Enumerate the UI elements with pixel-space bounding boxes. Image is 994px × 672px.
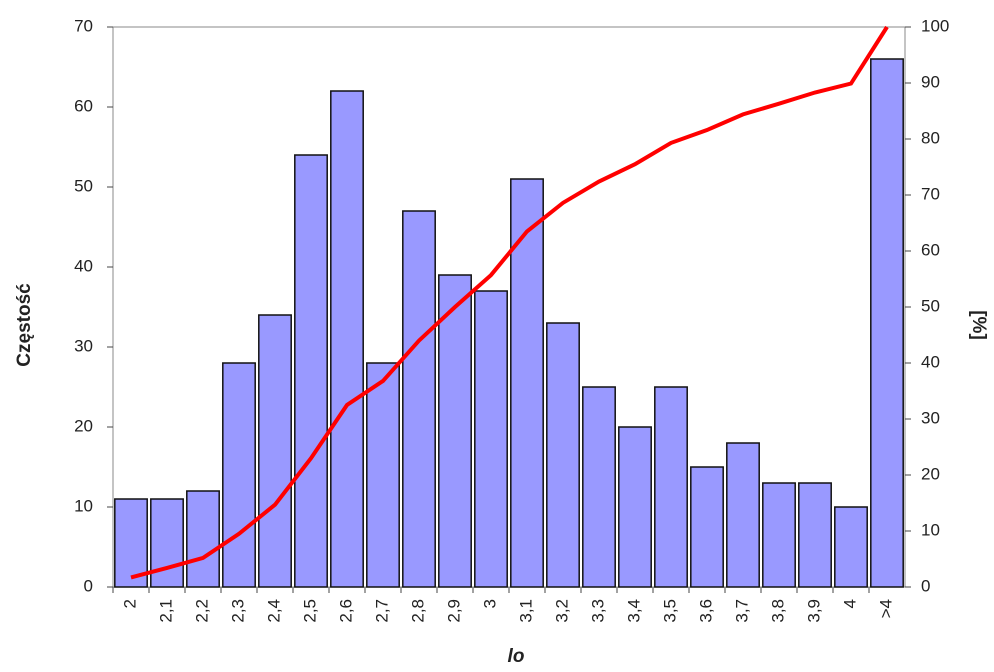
cumulative-line (130, 25, 889, 580)
bar (510, 178, 544, 588)
bar (546, 322, 580, 588)
y2-tick-label: 30 (921, 408, 940, 427)
y2-tick-label: 10 (921, 520, 940, 539)
y-tick-label: 30 (74, 336, 93, 355)
x-tick-label: 2,8 (408, 599, 427, 623)
y2-tick-label: 60 (921, 240, 940, 259)
bar (618, 426, 652, 588)
bar (294, 154, 328, 588)
y2-tick-label: 50 (921, 296, 940, 315)
y2-tick-label: 40 (921, 352, 940, 371)
x-tick-label: 2,1 (156, 599, 175, 623)
bar (654, 386, 688, 588)
y-tick-label: 40 (74, 256, 93, 275)
bar (186, 490, 220, 588)
y2-tick-label: 80 (921, 128, 940, 147)
x-tick-label: 2,6 (336, 599, 355, 623)
y-tick-label: 60 (74, 96, 93, 115)
x-tick-label: 3,8 (768, 599, 787, 623)
x-tick-label: 3,6 (696, 599, 715, 623)
y-tick-label: 10 (74, 496, 93, 515)
bar (798, 482, 832, 588)
x-tick-label: 3,3 (588, 599, 607, 623)
bar (114, 498, 148, 588)
x-tick-label: 2,2 (192, 599, 211, 623)
y-tick-label: 70 (74, 16, 93, 35)
bar (762, 482, 796, 588)
bar (834, 506, 868, 588)
y-axis-title: Częstość (14, 283, 35, 367)
bar (330, 90, 364, 588)
x-tick-label: >4 (876, 599, 895, 618)
bar (258, 314, 292, 588)
bar (150, 498, 184, 588)
x-tick-label: 3,5 (660, 599, 679, 623)
y-tick-label: 20 (74, 416, 93, 435)
bar (690, 466, 724, 588)
bar (366, 362, 400, 588)
y2-tick-label: 20 (921, 464, 940, 483)
y2-axis-title: [%] (968, 310, 989, 340)
y-tick-label: 50 (74, 176, 93, 195)
x-tick-label: 3,1 (516, 599, 535, 623)
y2-tick-label: 90 (921, 72, 940, 91)
x-tick-label: 2,7 (372, 599, 391, 623)
x-tick-label: 3,4 (624, 599, 643, 623)
x-tick-label: 2,5 (300, 599, 319, 623)
bar (726, 442, 760, 588)
x-tick-label: 2,4 (264, 599, 283, 623)
x-tick-label: 3,9 (804, 599, 823, 623)
y2-tick-label: 70 (921, 184, 940, 203)
y2-tick-label: 100 (921, 16, 949, 35)
bar (870, 58, 904, 588)
x-tick-label: 4 (840, 599, 859, 608)
x-tick-label: 3,2 (552, 599, 571, 623)
x-axis-title: lo (508, 646, 525, 667)
x-tick-label: 3,7 (732, 599, 751, 623)
y2-tick-label: 0 (921, 576, 930, 595)
x-tick-label: 2,9 (444, 599, 463, 623)
bar (438, 274, 472, 588)
bar (582, 386, 616, 588)
y-tick-label: 0 (84, 576, 93, 595)
bar (474, 290, 508, 588)
bar (402, 210, 436, 588)
x-tick-label: 2 (120, 599, 139, 608)
x-tick-label: 2,3 (228, 599, 247, 623)
bar (222, 362, 256, 588)
x-tick-label: 3 (480, 599, 499, 608)
